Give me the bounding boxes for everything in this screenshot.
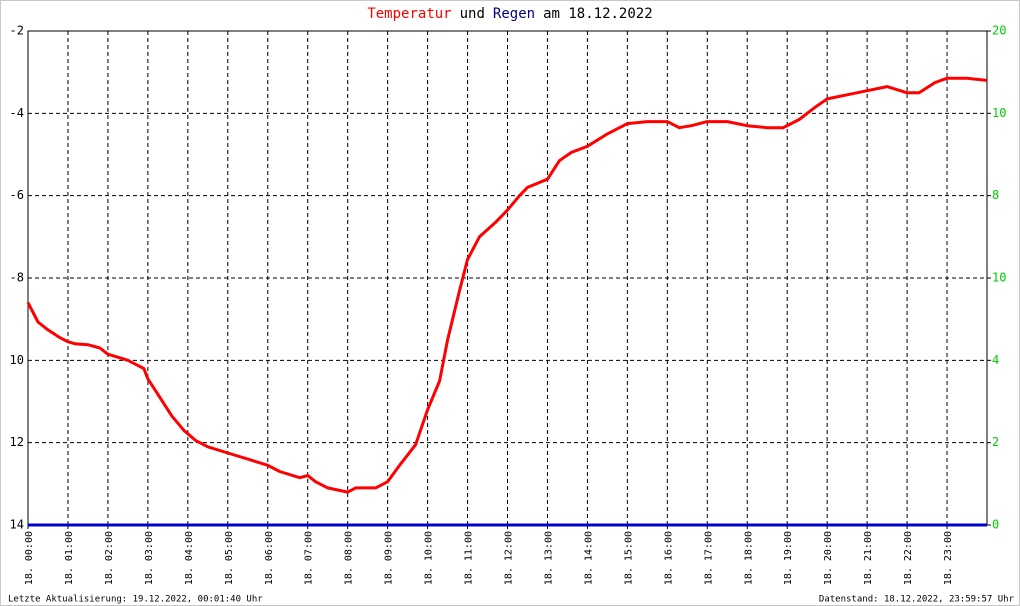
y-tick-label: 10 (10, 353, 24, 367)
y2-tick-label: 20 (992, 24, 1006, 38)
x-tick-label: 18. 15:00 (623, 531, 634, 585)
y2-tick-label: 0 (992, 518, 999, 532)
x-tick-label: 18. 05:00 (224, 531, 235, 585)
y-tick-label: -4 (10, 106, 24, 120)
x-tick-label: 18. 19:00 (783, 531, 794, 585)
y2-tick-label: 8 (992, 188, 999, 202)
x-tick-label: 18. 22:00 (903, 531, 914, 585)
title-part: und (460, 6, 485, 22)
title-part: Temperatur (367, 6, 451, 22)
title-part: am 18.12.2022 (543, 6, 653, 22)
y2-tick-label: 2 (992, 435, 999, 449)
x-tick-label: 18. 21:00 (863, 531, 874, 585)
y2-tick-label: 4 (992, 353, 999, 367)
chart-title: Temperatur und Regen am 18.12.2022 (367, 6, 652, 22)
series-line (26, 76, 988, 494)
x-tick-label: 18. 11:00 (464, 531, 475, 585)
x-tick-label: 18. 16:00 (663, 531, 674, 585)
x-tick-label: 18. 04:00 (184, 531, 195, 585)
x-tick-label: 18. 07:00 (304, 531, 315, 585)
x-tick-label: 18. 10:00 (424, 531, 435, 585)
x-tick-label: 18. 12:00 (504, 531, 515, 585)
x-tick-label: 18. 09:00 (384, 531, 395, 585)
x-tick-label: 18. 14:00 (583, 531, 594, 585)
title-part: Regen (493, 6, 535, 22)
x-tick-label: 18. 17:00 (703, 531, 714, 585)
x-tick-label: 18. 08:00 (344, 531, 355, 585)
x-tick-label: 18. 18:00 (743, 531, 754, 585)
y-tick-label: -6 (10, 188, 24, 202)
x-tick-label: 18. 13:00 (543, 531, 554, 585)
y-tick-label: -2 (10, 24, 24, 38)
y2-tick-label: 10 (992, 106, 1006, 120)
x-tick-label: 18. 06:00 (264, 531, 275, 585)
y-tick-label: -8 (10, 271, 24, 285)
x-tick-label: 18. 03:00 (144, 531, 155, 585)
footer-right: Datenstand: 18.12.2022, 23:59:57 Uhr (819, 595, 1015, 605)
y-tick-label: 12 (10, 435, 24, 449)
x-tick-label: 18. 02:00 (104, 531, 115, 585)
x-tick-label: 18. 00:00 (24, 531, 35, 585)
x-tick-label: 18. 01:00 (64, 531, 75, 585)
x-tick-label: 18. 23:00 (943, 531, 954, 585)
x-tick-label: 18. 20:00 (823, 531, 834, 585)
y-tick-label: 14 (10, 518, 24, 532)
y2-tick-label: 10 (992, 271, 1006, 285)
footer-left: Letzte Aktualisierung: 19.12.2022, 00:01… (8, 595, 263, 605)
